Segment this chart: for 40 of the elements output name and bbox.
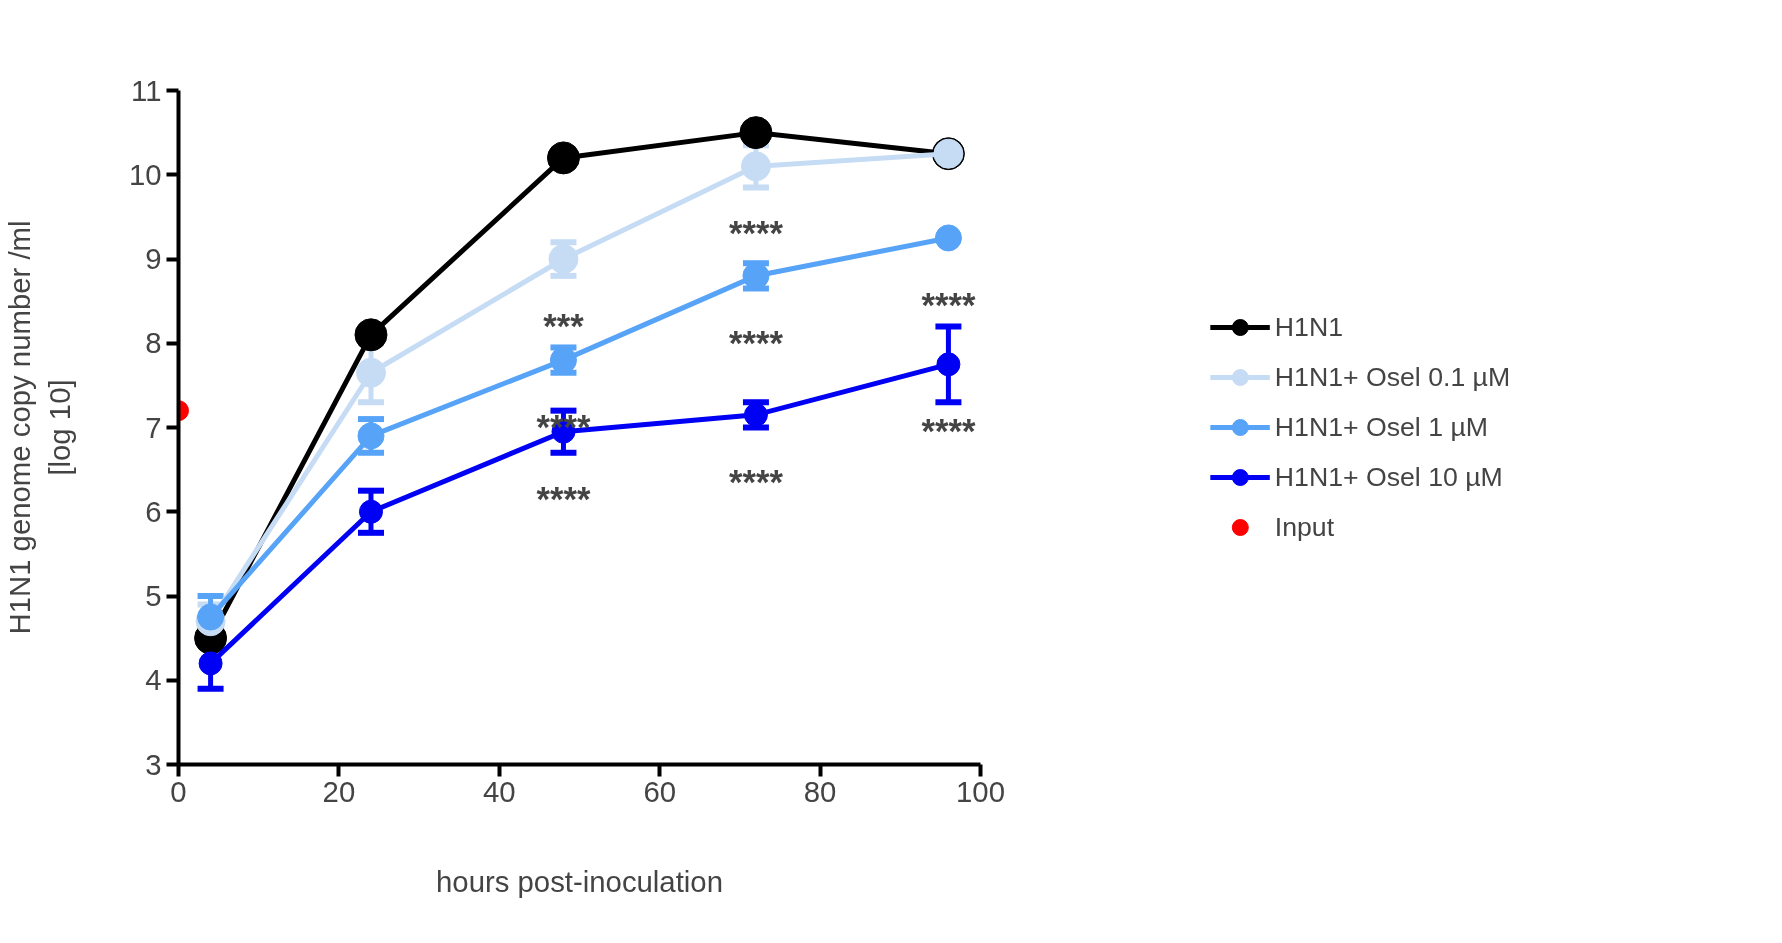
y-tick-label: 4 <box>145 663 162 697</box>
point <box>740 151 771 182</box>
x-tick-label: 100 <box>956 774 1005 808</box>
point <box>934 224 962 252</box>
point <box>198 651 223 676</box>
point <box>936 352 961 377</box>
annotation: *** <box>543 307 585 345</box>
point <box>546 141 580 175</box>
y-tick-label: 5 <box>145 579 162 612</box>
y-tick-label: 10 <box>128 157 162 191</box>
legend-label: H1N1+ Osel 1 µM <box>1274 411 1488 443</box>
point <box>354 318 388 352</box>
x-tick-label: 40 <box>482 774 516 808</box>
y-tick-label: 6 <box>145 494 162 528</box>
y-tick-label: 8 <box>145 326 162 360</box>
x-axis-title: hours post-inoculation <box>436 864 723 898</box>
legend-label: H1N1 <box>1274 311 1343 343</box>
x-tick-label: 60 <box>643 774 677 808</box>
x-tick-label: 20 <box>322 774 356 808</box>
point <box>197 603 225 631</box>
legend-label: H1N1+ Osel 0.1 µM <box>1274 361 1511 393</box>
y-axis-title: H1N1 genome copy number /ml [log 10] <box>3 220 76 635</box>
annotation: **** <box>728 323 784 362</box>
x-tick-label: 0 <box>170 774 187 808</box>
annotation: **** <box>728 462 784 501</box>
annotation: **** <box>921 285 976 324</box>
point <box>739 116 773 150</box>
legend-label: H1N1+ Osel 10 µM <box>1274 461 1503 493</box>
y-tick-label: 9 <box>145 242 162 275</box>
y-tick-label: 7 <box>145 410 162 444</box>
point <box>355 357 386 388</box>
annotation: **** <box>536 479 591 518</box>
annotation: **** <box>921 412 976 451</box>
point <box>357 422 385 450</box>
legend-label: Input <box>1274 511 1335 543</box>
y-tick-label: 3 <box>145 747 162 781</box>
annotation: **** <box>728 214 784 253</box>
point <box>358 499 383 524</box>
y-tick-label: 11 <box>131 73 162 107</box>
x-tick-label: 80 <box>803 774 837 808</box>
